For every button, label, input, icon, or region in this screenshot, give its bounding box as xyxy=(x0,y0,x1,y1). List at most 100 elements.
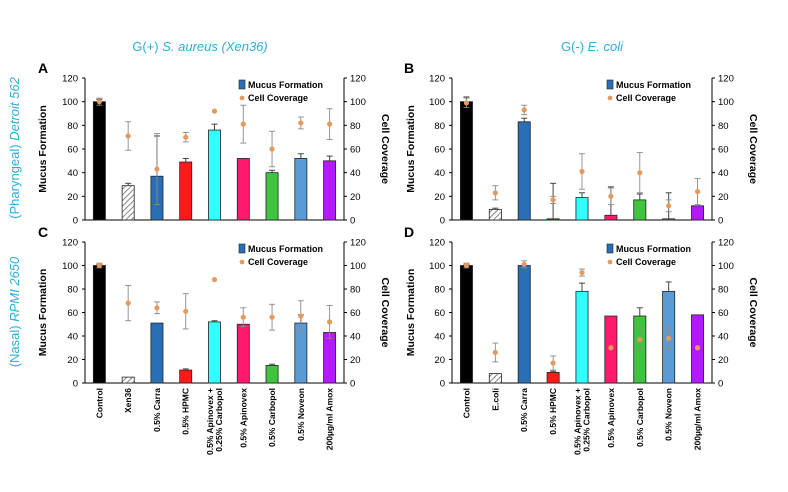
left-tick-label: 120 xyxy=(429,238,445,249)
cell-coverage-point xyxy=(463,100,470,106)
bar xyxy=(633,199,647,221)
category-label: 0.25% Carbopol xyxy=(214,388,224,452)
right-tick-label: 60 xyxy=(350,145,361,156)
bar xyxy=(208,129,221,221)
cell-coverage-point xyxy=(608,193,614,199)
left-tick-label: 120 xyxy=(429,74,445,85)
left-tick-label: 80 xyxy=(434,285,445,296)
chart-panels: A 0 0 20 20 40 40 60 60 80 80 100 100 120 120 Mucus For… xyxy=(37,60,759,390)
bar xyxy=(294,158,308,221)
cell-coverage-point xyxy=(154,166,160,172)
left-tick-label: 40 xyxy=(67,168,78,179)
panel-D: D 0 0 20 20 40 40 60 60 80 80 100 100 120 120 Mucus For… xyxy=(404,224,759,390)
left-tick-label: 80 xyxy=(434,121,445,132)
right-tick-label: 60 xyxy=(718,145,729,156)
category-label: 0.5% Noveon xyxy=(296,388,306,441)
cell-coverage-point xyxy=(666,335,672,341)
left-tick-label: 60 xyxy=(67,308,78,319)
left-axis-title: Mucus Formation xyxy=(405,269,417,357)
left-tick-label: 0 xyxy=(440,379,445,390)
cell-coverage-point xyxy=(694,345,701,351)
panel-A: A 0 0 20 20 40 40 60 60 80 80 100 100 120 120 Mucus For… xyxy=(37,60,391,227)
category-label: 0.25% Carbopol xyxy=(582,388,592,452)
category-label: 0.5% Apinovex + xyxy=(573,388,583,455)
right-tick-label: 40 xyxy=(718,332,729,343)
bar xyxy=(517,121,531,221)
bar xyxy=(517,265,531,384)
bar xyxy=(546,218,560,221)
cell-coverage-point xyxy=(521,107,527,113)
legend-bar-label: Mucus Formation xyxy=(616,80,691,90)
legend-bar-label: Mucus Formation xyxy=(616,244,691,254)
left-tick-label: 100 xyxy=(62,97,78,108)
cell-coverage-point xyxy=(183,308,189,314)
right-tick-label: 20 xyxy=(718,355,729,366)
cell-coverage-point xyxy=(608,345,614,351)
category-label: 0.5% Carra xyxy=(152,388,162,432)
left-tick-label: 80 xyxy=(67,285,78,296)
column-title-left: G(+) S. aureus (Xen36) xyxy=(132,39,268,54)
panel-letter: B xyxy=(404,60,414,76)
bar xyxy=(121,185,135,221)
cell-coverage-point xyxy=(96,99,102,105)
category-label: 0.5% HPMC xyxy=(548,388,558,435)
left-tick-label: 20 xyxy=(434,355,445,366)
category-label: 200µg/ml Amox xyxy=(693,388,703,450)
cell-coverage-point xyxy=(125,133,131,139)
cell-coverage-point xyxy=(211,108,218,114)
right-tick-label: 100 xyxy=(718,97,734,108)
legend-dot-label: Cell Coverage xyxy=(248,257,308,267)
panel-C: C 0 0 20 20 40 40 60 60 80 80 100 100 120 120 Mucus For… xyxy=(37,224,391,390)
right-axis-title: Cell Coverage xyxy=(379,114,391,184)
legend-dot-label: Cell Coverage xyxy=(616,93,676,103)
right-tick-label: 60 xyxy=(718,308,729,319)
bar xyxy=(92,265,106,384)
right-tick-label: 0 xyxy=(350,216,355,227)
bar xyxy=(691,205,705,221)
cell-coverage-point xyxy=(550,197,556,203)
bar xyxy=(323,160,337,221)
right-tick-label: 120 xyxy=(350,238,366,249)
cell-coverage-point xyxy=(298,120,304,126)
left-axis-title: Mucus Formation xyxy=(37,105,49,193)
cell-coverage-point xyxy=(269,314,275,320)
legend-bar-swatch xyxy=(238,243,246,254)
right-tick-label: 120 xyxy=(350,74,366,85)
cell-coverage-point xyxy=(521,261,527,267)
panel-letter: C xyxy=(38,224,48,240)
right-tick-label: 80 xyxy=(350,121,361,132)
cell-coverage-point xyxy=(327,121,333,127)
right-tick-label: 120 xyxy=(718,238,734,249)
bar xyxy=(662,218,676,221)
cell-coverage-point xyxy=(125,300,131,306)
category-labels-right: Control E.coli 0.5% Carra 0.5% HPMC 0.5% Api… xyxy=(461,388,702,455)
cell-coverage-point xyxy=(154,305,160,311)
row-title-bottom: (Nasal) RPMI 2650 xyxy=(7,256,22,367)
left-tick-label: 0 xyxy=(73,379,78,390)
right-axis-title: Cell Coverage xyxy=(379,277,391,347)
bar xyxy=(459,265,473,384)
legend: Mucus Formation Cell Coverage xyxy=(606,79,691,103)
right-tick-label: 100 xyxy=(718,261,734,272)
legend-bar-swatch xyxy=(606,79,614,90)
right-tick-label: 20 xyxy=(718,192,729,203)
bar xyxy=(92,101,106,221)
bar xyxy=(575,290,589,384)
legend-dot-swatch xyxy=(239,259,245,265)
category-label: Control xyxy=(94,388,104,418)
cell-coverage-point xyxy=(666,203,672,209)
legend-dot-label: Cell Coverage xyxy=(616,257,676,267)
left-tick-label: 100 xyxy=(429,261,445,272)
bar xyxy=(546,372,560,384)
right-tick-label: 40 xyxy=(350,332,361,343)
bar xyxy=(265,364,279,384)
right-axis-title: Cell Coverage xyxy=(747,114,759,184)
cell-coverage-point xyxy=(327,319,333,325)
category-label: E.coli xyxy=(490,388,500,411)
category-label: 0.5% HPMC xyxy=(181,388,191,435)
right-tick-label: 100 xyxy=(350,261,366,272)
left-axis-title: Mucus Formation xyxy=(37,269,49,357)
bar xyxy=(179,161,193,221)
right-tick-label: 40 xyxy=(350,168,361,179)
left-tick-label: 20 xyxy=(67,355,78,366)
